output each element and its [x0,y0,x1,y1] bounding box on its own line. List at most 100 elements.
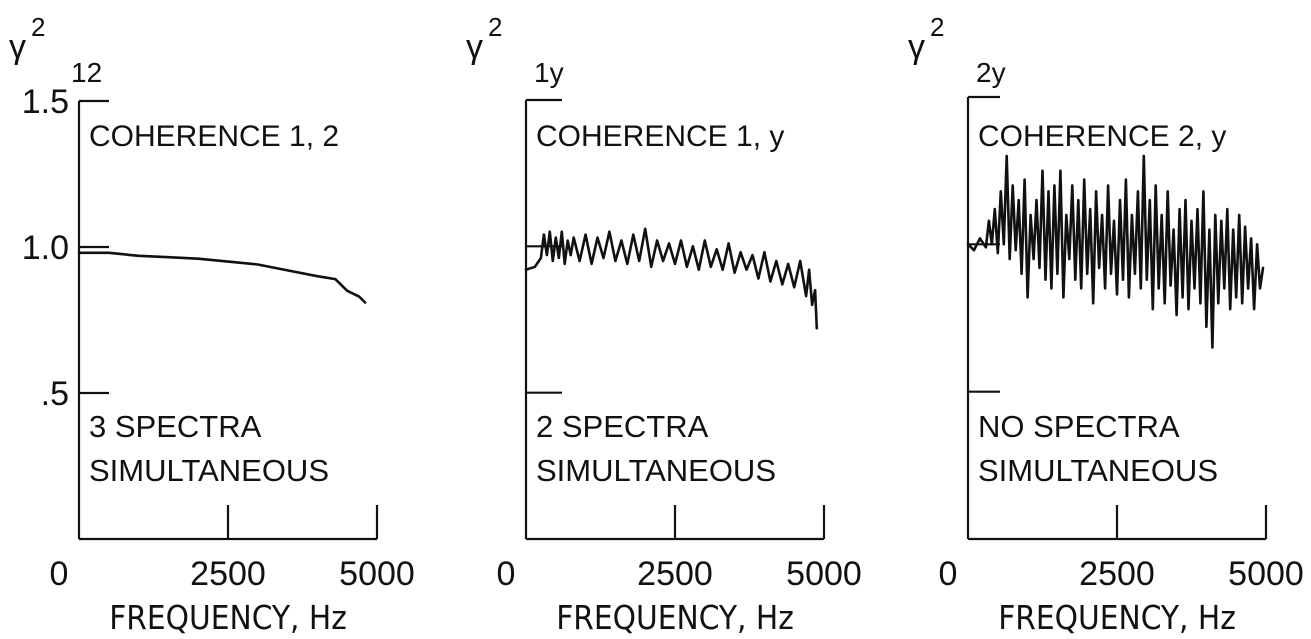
data-point [1024,178,1026,181]
data-point [543,234,545,236]
data-point [1089,208,1091,210]
data-point [991,243,993,245]
data-point [167,256,169,258]
data-point [1006,155,1008,157]
data-point [1223,287,1225,290]
data-point [1080,287,1082,290]
data-point [644,228,646,230]
data-point [1179,208,1181,210]
data-point [1187,308,1190,310]
data-point [626,263,628,265]
data-point [1253,308,1255,310]
data-point [1167,190,1169,192]
data-point [602,257,605,259]
data-point [1107,184,1109,186]
data-point [757,277,760,280]
data-point [1256,243,1258,245]
data-point [1205,326,1207,328]
data-point [561,231,563,233]
data-point [1086,273,1088,275]
data-point [1184,199,1187,201]
y-axis-subscript: 1y [534,57,564,88]
data-point [716,248,718,250]
data-point [692,245,694,247]
data-point [805,295,807,297]
data-point [346,290,348,292]
data-point [525,269,527,271]
data-point [816,327,818,329]
data-point [979,237,981,239]
data-point [1095,190,1097,192]
data-point [994,208,996,210]
panel-title: COHERENCE 2, y [978,120,1226,153]
data-point [1119,199,1121,201]
data-point [1131,214,1133,216]
data-point [1164,302,1166,304]
data-point [1092,302,1094,304]
data-point [811,304,813,306]
data-point [1033,258,1035,260]
data-point [108,252,110,254]
data-point [1116,293,1118,295]
data-point [1173,229,1175,231]
data-point [358,296,360,298]
data-point [751,254,754,256]
data-point [608,231,611,233]
annotation-line: SIMULTANEOUS [978,453,1218,488]
data-point [1000,190,1002,192]
data-point [1226,208,1228,210]
y-tick-label: 1.0 [22,229,69,267]
data-point [662,260,664,262]
data-point [138,255,140,257]
data-point [564,263,566,265]
data-point [1152,308,1154,310]
data-point [1161,214,1163,216]
data-point [540,257,542,259]
data-point [287,269,289,271]
coherence-trace [966,154,1265,349]
data-point [1208,229,1210,231]
data-point [632,234,634,236]
data-point [1146,279,1148,281]
data-point [579,260,581,262]
coherence-trace [77,251,367,304]
data-point [1101,214,1103,216]
y-tick-label: 1.5 [22,83,69,121]
data-point [1125,178,1127,181]
data-point [1041,170,1044,172]
data-point [973,249,975,251]
data-point [1211,346,1213,349]
data-point [1214,214,1216,216]
data-point [1244,226,1246,228]
coherence-trace [524,227,819,330]
data-point [552,260,554,262]
data-point [1068,258,1070,260]
data-point [988,220,990,222]
data-point [1044,279,1047,281]
data-point [686,266,688,268]
x-tick-label: 0 [939,555,958,593]
data-point [1250,237,1252,239]
data-point [1012,184,1014,186]
data-point [1262,267,1264,269]
data-point [656,239,658,242]
data-point [734,272,736,274]
y-axis-superscript: 2 [930,12,944,42]
panel-title: COHERENCE 1, y [536,120,784,153]
data-point [334,278,336,280]
data-point [1155,184,1157,186]
data-point [793,286,795,288]
data-point [769,280,772,283]
y-axis-symbol: γ [908,28,925,66]
y-axis-symbol: γ [9,28,26,66]
data-point [985,246,987,248]
data-point [1021,273,1023,275]
data-point [1137,190,1139,192]
data-point [740,251,742,253]
y-axis-symbol: γ [466,28,483,66]
data-point [710,266,712,268]
data-point [997,252,999,254]
annotation-line: 3 SPECTRA [89,409,262,444]
data-point [1238,214,1240,216]
